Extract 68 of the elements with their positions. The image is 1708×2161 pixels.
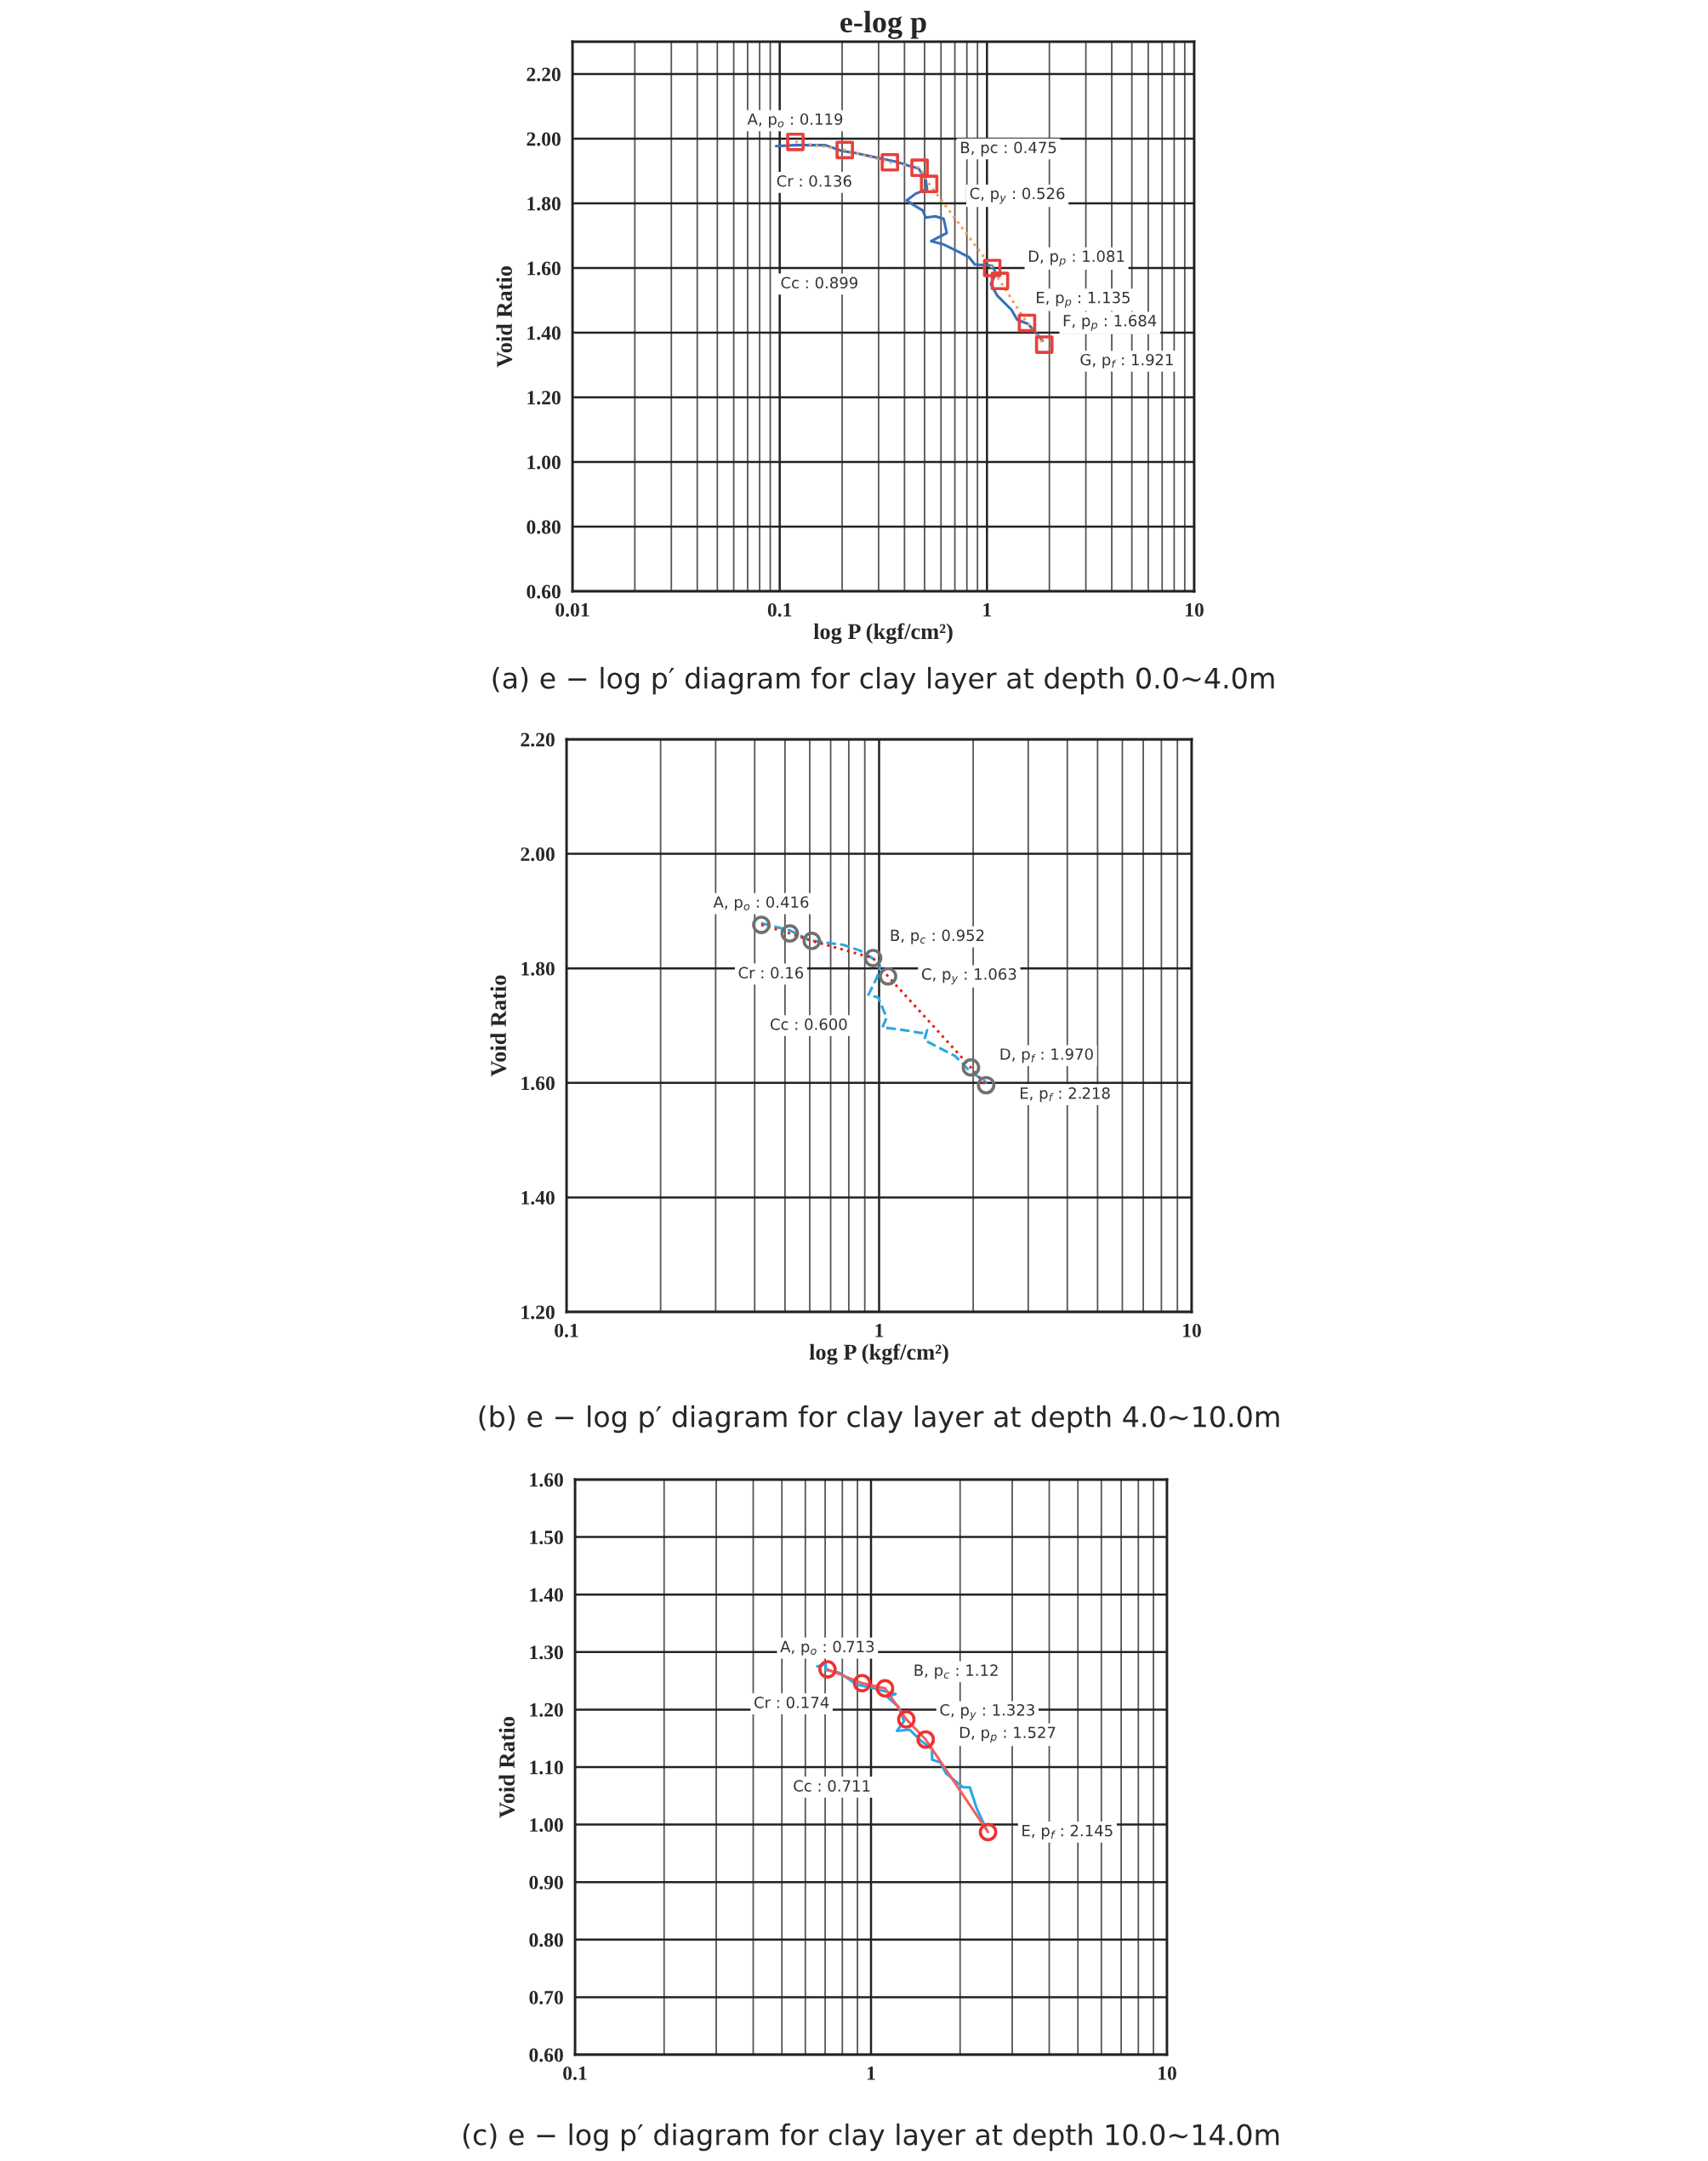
annotation: F, p$_{p}$ : 1.684 [1063, 315, 1157, 332]
x-tick-label: 1 [867, 2066, 875, 2080]
y-tick-label: 1.60 [527, 261, 561, 276]
y-tick-label: 0.80 [529, 1933, 563, 1947]
annotation: Cr : 0.136 [777, 174, 851, 187]
x-tick-label: 10 [1159, 2066, 1176, 2080]
y-tick-label: 2.20 [527, 67, 561, 82]
x-axis-title: log P (kgf/cm²) [809, 1343, 948, 1365]
y-tick-label: 0.80 [527, 520, 561, 534]
y-tick-label: 1.40 [530, 1588, 563, 1602]
annotation: D, p$_{p}$ : 1.081 [1028, 250, 1124, 267]
annotation: E, p$_{p}$ : 1.135 [1037, 291, 1130, 308]
y-tick-label: 1.40 [521, 1190, 555, 1205]
x-tick-label: 0.1 [767, 602, 792, 617]
y-tick-label: 1.80 [527, 197, 561, 211]
y-tick-label: 1.10 [530, 1760, 563, 1775]
x-tick-label: 0.1 [555, 1323, 578, 1337]
y-tick-label: 0.90 [529, 1875, 563, 1890]
y-tick-label: 1.20 [527, 391, 561, 405]
annotation: G, p$_{f}$ : 1.921 [1080, 353, 1173, 369]
annotation: Cc : 0.711 [794, 1780, 870, 1792]
annotation: C, p$_{y}$ : 1.323 [940, 1703, 1034, 1720]
y-tick-label: 1.00 [527, 455, 561, 470]
y-tick-label: 1.00 [530, 1818, 563, 1833]
y-axis-title: Void Ratio [498, 1717, 515, 1818]
y-tick-label: 0.70 [529, 1990, 563, 2004]
y-tick-label: 1.60 [521, 1076, 555, 1091]
y-tick-label: 0.60 [529, 2048, 563, 2062]
x-tick-label: 1 [875, 1323, 884, 1337]
text: (a) e − log p′ diagram for clay layer at depth 0.0~4.0m [492, 666, 1274, 695]
annotation: Cr : 0.16 [738, 966, 804, 979]
x-tick-label: 0.1 [563, 2066, 587, 2080]
y-tick-label: 2.00 [521, 847, 555, 862]
y-axis-title: Void Ratio [496, 266, 513, 368]
annotation: E, p$_{f}$ : 2.218 [1021, 1087, 1110, 1103]
annotation: D, p$_{f}$ : 1.970 [1000, 1048, 1093, 1063]
y-tick-label: 0.60 [527, 584, 561, 599]
annotation: C, p$_{y}$ : 1.063 [921, 968, 1016, 985]
annotation: Cr : 0.174 [754, 1696, 829, 1708]
annotation: A, p$_{o}$ : 0.119 [747, 113, 843, 128]
annotation: E, p$_{f}$ : 2.145 [1022, 1824, 1113, 1839]
annotation: B, p$_{c}$ : 1.12 [914, 1664, 998, 1679]
x-tick-label: 10 [1186, 602, 1204, 617]
y-tick-label: 1.40 [527, 326, 561, 340]
y-tick-label: 2.20 [521, 733, 555, 747]
annotation: Cc : 0.600 [770, 1018, 847, 1030]
y-tick-label: 1.80 [521, 961, 555, 976]
y-axis-title: Void Ratio [490, 975, 507, 1077]
y-tick-label: 1.20 [521, 1305, 555, 1320]
y-tick-label: 1.30 [530, 1645, 563, 1660]
x-axis-title: log P (kgf/cm²) [813, 623, 953, 644]
x-tick-label: 1 [983, 602, 992, 617]
y-tick-label: 1.50 [530, 1531, 563, 1545]
annotation: D, p$_{p}$ : 1.527 [959, 1726, 1056, 1743]
annotation: A, p$_{o}$ : 0.416 [713, 896, 809, 911]
annotation: C, p$_{y}$ : 0.526 [970, 187, 1065, 204]
chart-title: e-log p [840, 10, 926, 39]
x-tick-label: 0.01 [555, 602, 589, 617]
annotation: B, p$_{c}$ : 0.952 [891, 929, 984, 944]
y-tick-label: 2.00 [527, 132, 561, 146]
annotation: B, pc : 0.475 [961, 141, 1056, 157]
text: (c) e − log p′ diagram for clay layer at depth 10.0~14.0m [463, 2123, 1279, 2152]
y-tick-label: 1.60 [530, 1473, 563, 1487]
y-tick-label: 1.20 [530, 1702, 563, 1717]
annotation: Cc : 0.899 [781, 277, 857, 289]
x-tick-label: 10 [1183, 1323, 1201, 1337]
text: (b) e − log p′ diagram for clay layer at depth 4.0~10.0m [479, 1405, 1279, 1434]
annotation: A, p$_{o}$ : 0.713 [780, 1640, 874, 1656]
